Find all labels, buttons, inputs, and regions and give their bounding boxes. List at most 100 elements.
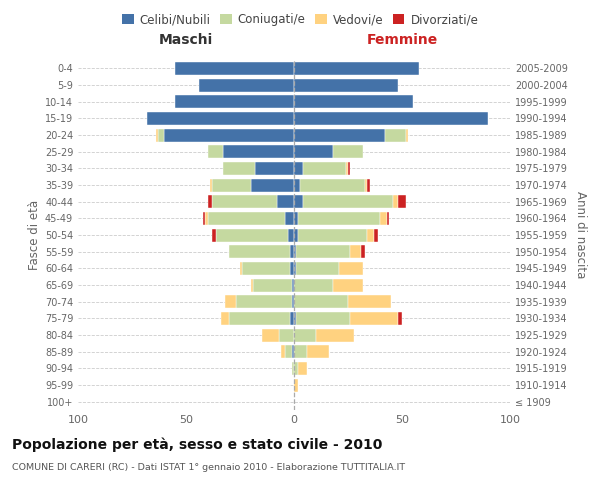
Bar	[361, 245, 365, 258]
Bar	[281, 345, 286, 358]
Bar	[210, 178, 212, 192]
Bar	[286, 212, 294, 225]
Bar	[294, 262, 296, 275]
Bar	[292, 362, 294, 375]
Bar	[298, 362, 307, 375]
Bar	[307, 345, 329, 358]
Bar	[294, 112, 488, 125]
Bar	[290, 312, 294, 325]
Bar	[294, 245, 296, 258]
Bar	[255, 162, 294, 175]
Bar	[294, 145, 333, 158]
Bar	[292, 295, 294, 308]
Bar	[229, 312, 290, 325]
Bar	[292, 278, 294, 291]
Y-axis label: Anni di nascita: Anni di nascita	[574, 192, 587, 278]
Bar	[236, 295, 292, 308]
Bar	[287, 228, 294, 241]
Bar	[398, 312, 402, 325]
Text: Maschi: Maschi	[159, 32, 213, 46]
Bar	[294, 345, 307, 358]
Bar	[367, 178, 370, 192]
Text: Popolazione per età, sesso e stato civile - 2010: Popolazione per età, sesso e stato civil…	[12, 438, 382, 452]
Bar	[175, 95, 294, 108]
Bar	[221, 312, 229, 325]
Bar	[294, 378, 298, 392]
Bar	[229, 245, 290, 258]
Bar	[208, 145, 223, 158]
Bar	[294, 178, 301, 192]
Bar	[199, 78, 294, 92]
Bar	[296, 262, 340, 275]
Bar	[208, 195, 212, 208]
Bar	[294, 312, 296, 325]
Bar	[175, 62, 294, 75]
Bar	[294, 62, 419, 75]
Bar	[294, 362, 298, 375]
Bar	[294, 95, 413, 108]
Bar	[251, 178, 294, 192]
Bar	[406, 128, 409, 141]
Bar	[294, 295, 348, 308]
Text: COMUNE DI CARERI (RC) - Dati ISTAT 1° gennaio 2010 - Elaborazione TUTTITALIA.IT: COMUNE DI CARERI (RC) - Dati ISTAT 1° ge…	[12, 462, 405, 471]
Bar	[279, 328, 294, 342]
Y-axis label: Fasce di età: Fasce di età	[28, 200, 41, 270]
Bar	[212, 228, 216, 241]
Bar	[294, 212, 298, 225]
Bar	[251, 278, 253, 291]
Bar	[262, 328, 279, 342]
Bar	[296, 245, 350, 258]
Bar	[296, 312, 350, 325]
Bar	[294, 162, 302, 175]
Bar	[294, 195, 302, 208]
Bar	[340, 262, 363, 275]
Bar	[156, 128, 158, 141]
Bar	[290, 262, 294, 275]
Bar	[158, 128, 164, 141]
Bar	[385, 128, 406, 141]
Bar	[380, 212, 387, 225]
Bar	[348, 162, 350, 175]
Bar	[350, 245, 361, 258]
Bar	[294, 78, 398, 92]
Bar	[203, 212, 205, 225]
Bar	[374, 228, 378, 241]
Bar	[292, 345, 294, 358]
Bar	[277, 195, 294, 208]
Bar	[212, 195, 277, 208]
Bar	[298, 212, 380, 225]
Bar	[164, 128, 294, 141]
Bar	[286, 345, 292, 358]
Bar	[302, 195, 394, 208]
Bar	[242, 262, 290, 275]
Text: Femmine: Femmine	[367, 32, 437, 46]
Bar	[240, 262, 242, 275]
Bar	[294, 128, 385, 141]
Bar	[290, 245, 294, 258]
Bar	[350, 312, 398, 325]
Bar	[333, 145, 363, 158]
Bar	[294, 328, 316, 342]
Bar	[294, 228, 298, 241]
Bar	[333, 278, 363, 291]
Bar	[205, 212, 208, 225]
Bar	[387, 212, 389, 225]
Bar	[394, 195, 398, 208]
Bar	[253, 278, 292, 291]
Bar	[225, 295, 236, 308]
Bar	[223, 162, 255, 175]
Bar	[208, 212, 286, 225]
Bar	[302, 162, 346, 175]
Bar	[316, 328, 355, 342]
Bar	[367, 228, 374, 241]
Bar	[223, 145, 294, 158]
Bar	[346, 162, 348, 175]
Bar	[147, 112, 294, 125]
Legend: Celibi/Nubili, Coniugati/e, Vedovi/e, Divorziati/e: Celibi/Nubili, Coniugati/e, Vedovi/e, Di…	[117, 8, 483, 31]
Bar	[216, 228, 287, 241]
Bar	[365, 178, 367, 192]
Bar	[212, 178, 251, 192]
Bar	[294, 278, 333, 291]
Bar	[301, 178, 365, 192]
Bar	[398, 195, 406, 208]
